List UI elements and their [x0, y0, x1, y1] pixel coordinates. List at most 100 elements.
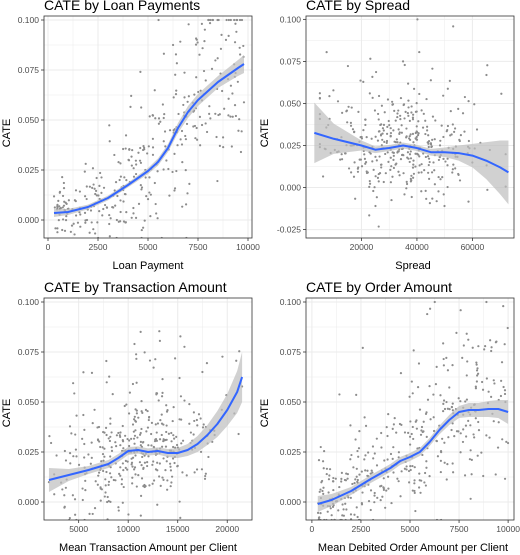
data-point	[349, 458, 352, 461]
data-point	[446, 185, 449, 189]
data-point	[91, 512, 94, 516]
data-point	[319, 488, 322, 491]
data-point	[160, 433, 163, 437]
data-point	[424, 412, 428, 416]
data-point	[150, 421, 154, 424]
data-point	[376, 176, 380, 179]
data-point	[407, 99, 410, 102]
data-point	[63, 229, 67, 232]
data-point	[140, 228, 143, 232]
data-point	[149, 215, 152, 218]
plot-area: 0.000 0.025 0.050 0.075 0.100 0 2500 5000 7500 10…	[280, 297, 520, 534]
data-point	[181, 439, 185, 442]
data-point	[227, 34, 230, 37]
smooth-line	[53, 63, 245, 214]
data-point	[380, 431, 383, 435]
x-tick-label: 40000	[405, 242, 429, 252]
data-point	[199, 417, 202, 420]
data-point	[410, 174, 413, 177]
data-point	[157, 18, 160, 22]
data-point	[413, 466, 416, 469]
data-point	[416, 386, 420, 389]
data-point	[173, 437, 176, 440]
data-point	[200, 468, 204, 471]
data-point	[424, 471, 427, 475]
data-point	[407, 431, 410, 435]
data-point	[90, 371, 94, 374]
data-point	[52, 195, 56, 198]
data-point	[199, 450, 203, 453]
data-point	[240, 18, 244, 22]
data-point	[388, 123, 391, 127]
data-point	[341, 514, 344, 517]
data-point	[402, 172, 405, 175]
data-point	[442, 410, 445, 413]
data-point	[131, 482, 134, 485]
data-point	[321, 479, 324, 483]
data-point	[220, 33, 223, 36]
data-point	[130, 463, 133, 466]
data-point	[382, 180, 385, 184]
data-point	[136, 436, 139, 439]
data-point	[443, 461, 446, 464]
data-point	[100, 488, 103, 491]
data-point	[387, 119, 390, 123]
data-point	[500, 92, 503, 95]
data-point	[199, 144, 202, 147]
data-point	[448, 386, 451, 389]
data-point	[130, 155, 133, 158]
data-point	[397, 480, 400, 483]
data-point	[147, 145, 150, 148]
data-point	[473, 436, 476, 439]
data-point	[97, 194, 100, 197]
data-point	[216, 57, 219, 60]
data-point	[120, 478, 124, 481]
data-point	[428, 385, 431, 388]
data-point	[458, 138, 461, 141]
data-point	[218, 144, 221, 147]
data-point	[445, 478, 448, 481]
data-point	[350, 106, 353, 109]
data-point	[384, 172, 387, 175]
data-point	[88, 231, 91, 234]
plot-area: 0.000 0.025 0.050 0.075 0.100 5000 10000 15000 2…	[18, 297, 253, 534]
data-point	[195, 37, 198, 40]
data-point	[165, 424, 168, 427]
data-point	[83, 442, 86, 446]
data-point	[111, 205, 114, 209]
data-point	[171, 475, 174, 478]
data-point	[174, 73, 177, 76]
data-point	[162, 478, 165, 482]
data-point	[394, 163, 397, 166]
data-point	[431, 197, 434, 200]
data-point	[237, 432, 240, 436]
x-tick-label: 2500	[351, 524, 370, 534]
data-point	[353, 161, 356, 164]
data-point	[125, 179, 128, 182]
data-point	[412, 437, 415, 441]
data-point	[503, 389, 507, 392]
data-point	[446, 407, 449, 410]
data-point	[102, 430, 105, 434]
data-point	[408, 138, 412, 141]
data-point	[403, 117, 406, 120]
data-point	[408, 135, 411, 138]
data-point	[356, 449, 359, 453]
data-point	[62, 187, 66, 190]
data-point	[407, 469, 411, 473]
data-point	[405, 465, 408, 468]
data-point	[115, 445, 118, 448]
data-point	[399, 114, 402, 117]
data-point	[185, 122, 189, 126]
data-point	[200, 123, 204, 127]
data-point	[322, 467, 325, 470]
data-point	[422, 112, 425, 115]
data-point	[159, 120, 162, 123]
data-point	[362, 129, 365, 132]
data-point	[343, 478, 347, 482]
data-point	[109, 417, 112, 420]
data-point	[426, 125, 429, 128]
data-point	[379, 499, 382, 502]
data-point	[408, 119, 411, 122]
data-point	[131, 456, 135, 459]
